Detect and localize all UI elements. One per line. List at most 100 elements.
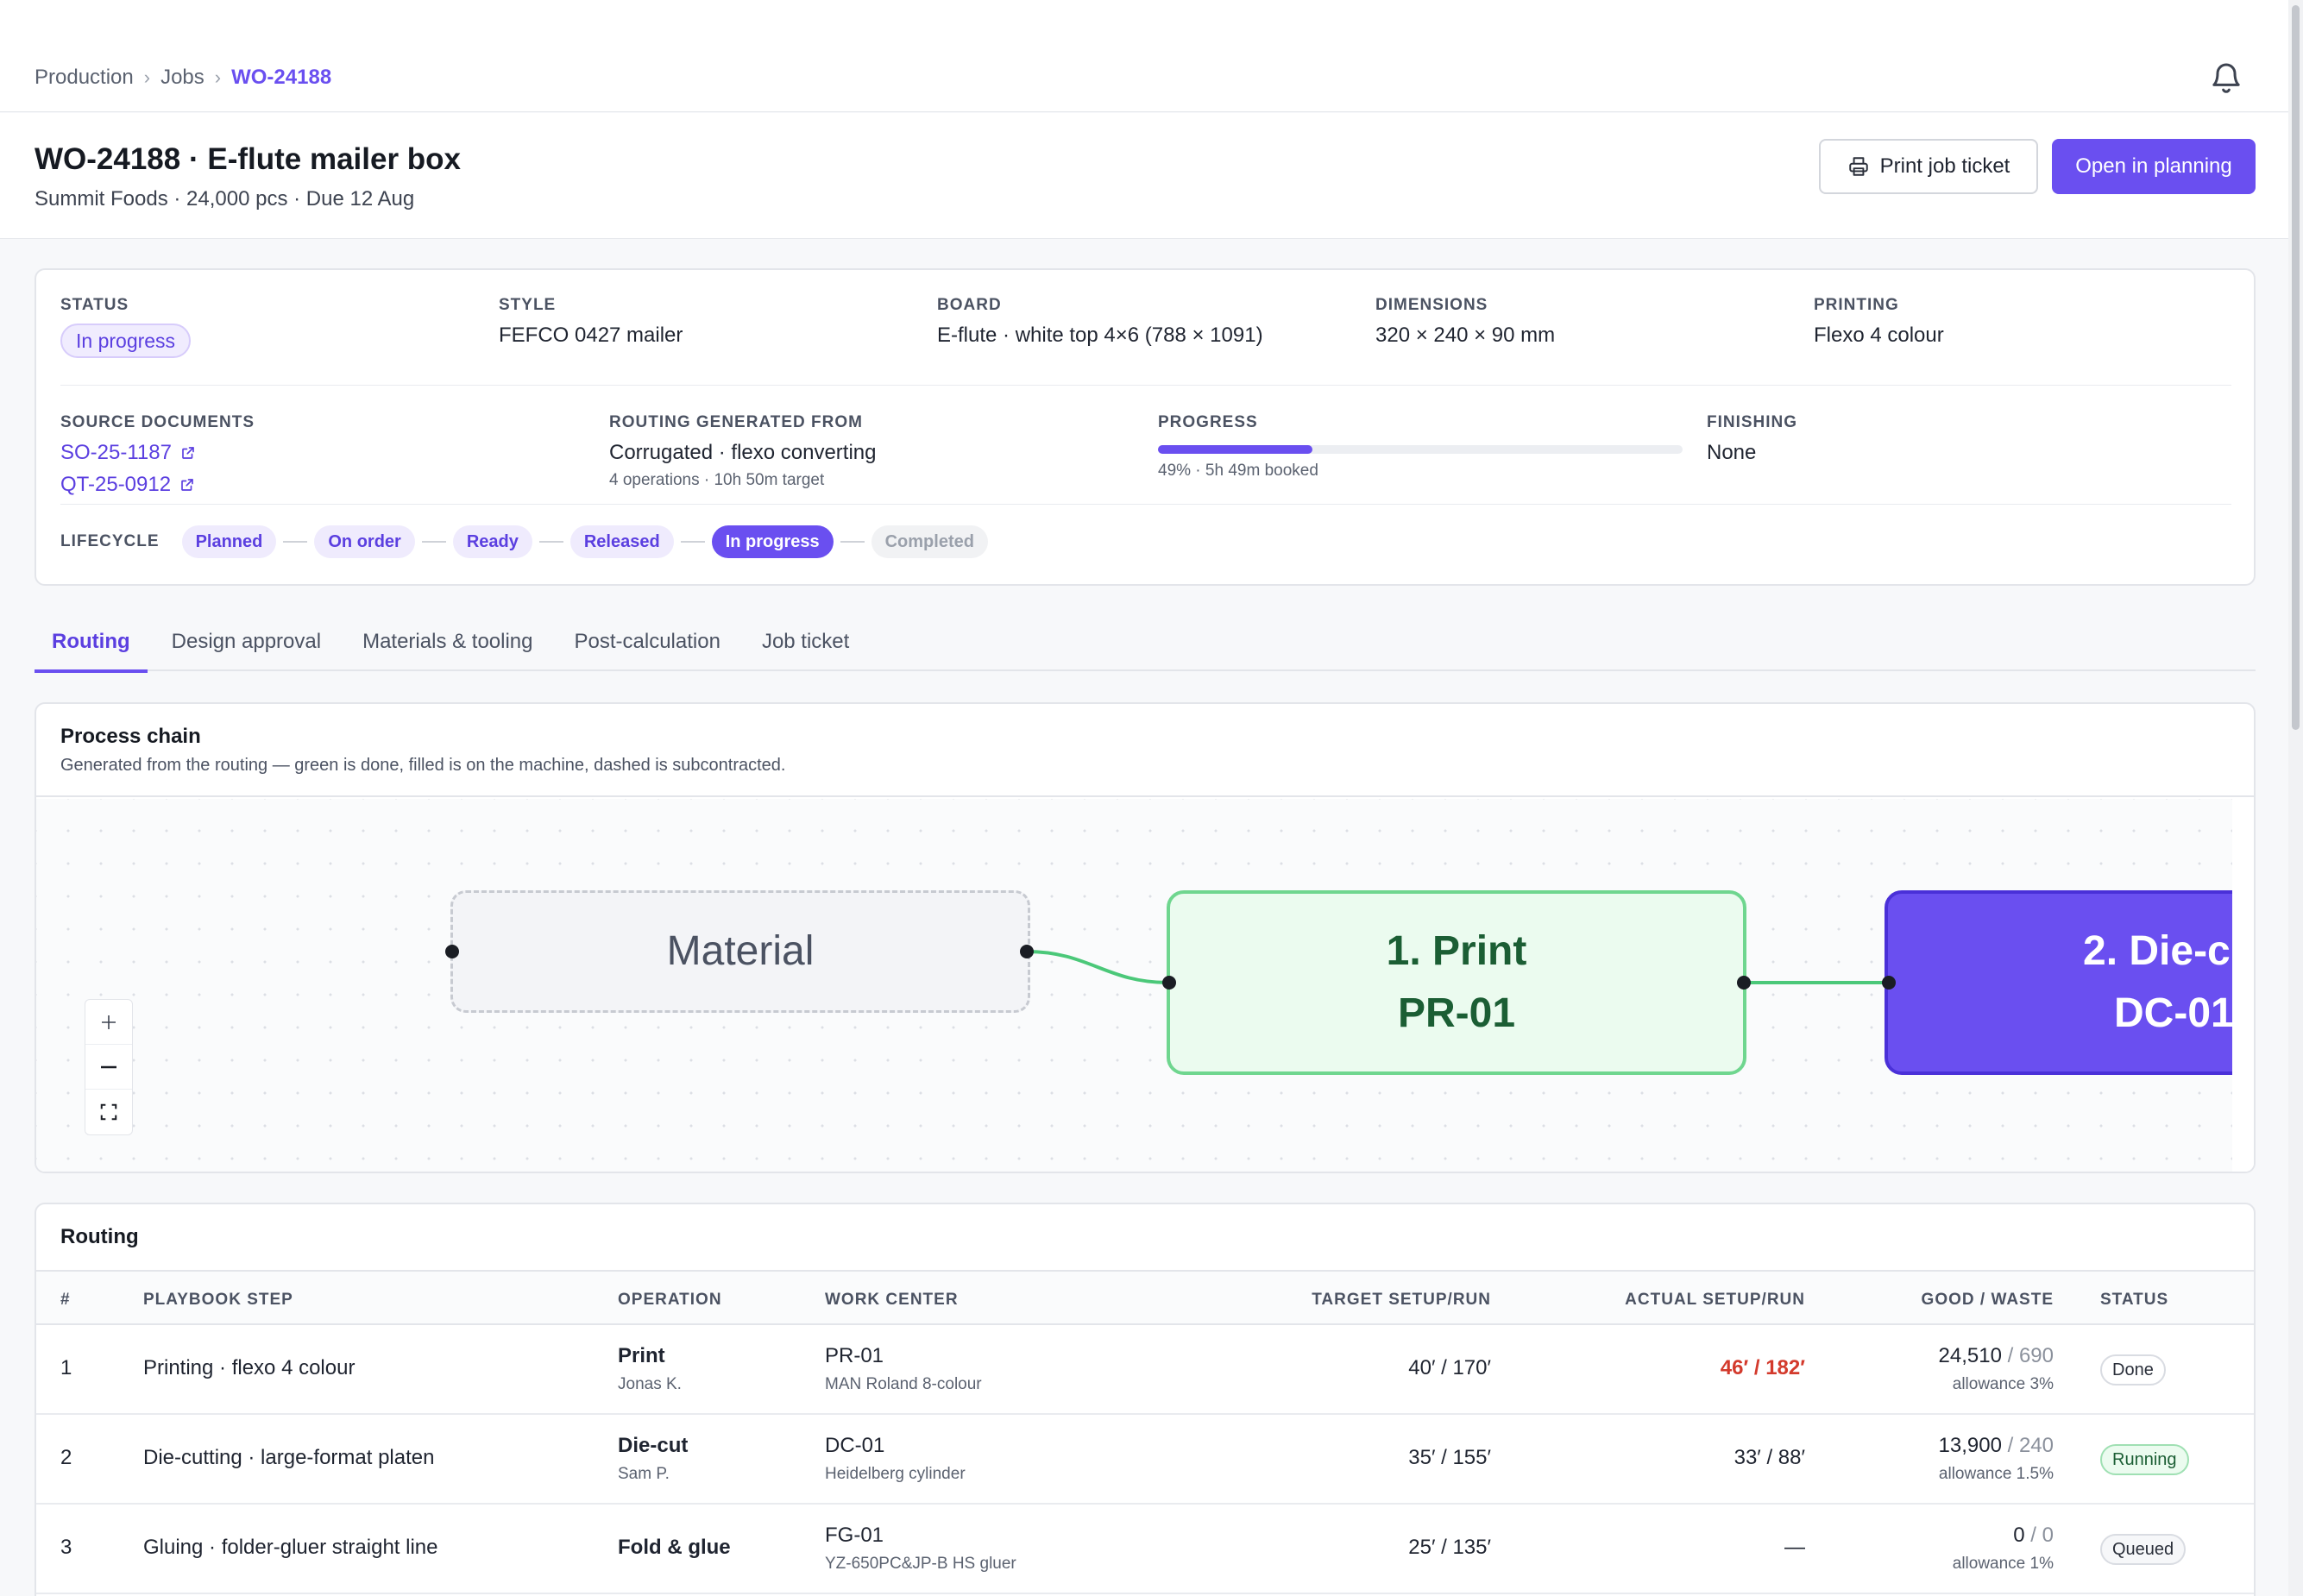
lifecycle-step-released: Released — [569, 525, 674, 558]
tab-design-approval[interactable]: Design approval — [171, 630, 322, 653]
process-chain-canvas[interactable]: Material 1. Print PR-01 2. Die-cut DC-01 — [36, 799, 2256, 1172]
table-row[interactable]: 2 Die-cutting · large-format platen Die-… — [36, 1415, 2254, 1505]
edge-material-print — [1026, 950, 1169, 984]
col-actual: ACTUAL SETUP/RUN — [1625, 1291, 1805, 1309]
row-good-waste: 13,900 / 240 — [1938, 1434, 2054, 1457]
col-good-waste: GOOD / WASTE — [1921, 1291, 2054, 1309]
node-print-wc: PR-01 — [1397, 990, 1516, 1036]
status-label: STATUS — [60, 296, 129, 314]
printer-icon — [1848, 157, 1868, 176]
process-chain-edges — [1026, 950, 1888, 984]
row-step: Printing · flexo 4 colour — [143, 1356, 356, 1379]
node-print-label: 1. Print — [1386, 928, 1527, 974]
source-doc-link-qt[interactable]: QT-25-0912 — [60, 473, 195, 497]
tab-materials-tooling[interactable]: Materials & tooling — [362, 630, 533, 653]
breadcrumb-production[interactable]: Production — [35, 66, 134, 89]
status-badge: In progress — [60, 324, 192, 358]
row-actual: — — [1784, 1536, 1805, 1559]
table-row[interactable]: 3 Gluing · folder-gluer straight line Fo… — [36, 1505, 2254, 1594]
row-actual: 46′ / 182′ — [1720, 1356, 1805, 1379]
open-in-planning-button[interactable]: Open in planning — [2052, 139, 2256, 194]
breadcrumb: Production › Jobs › WO-24188 — [35, 66, 331, 90]
style-value: FEFCO 0427 mailer — [499, 324, 683, 347]
lifecycle-stepper: LIFECYCLE Planned On order Ready Release… — [60, 525, 988, 558]
node-material-label: Material — [666, 928, 815, 974]
print-job-ticket-button[interactable]: Print job ticket — [1819, 139, 2038, 194]
breadcrumb-jobs[interactable]: Jobs — [160, 66, 205, 89]
source-doc-qt-text: QT-25-0912 — [60, 473, 172, 496]
summary-divider — [60, 385, 2231, 386]
board-value: E-flute · white top 4×6 (788 × 1091) — [937, 324, 1263, 347]
bell-icon[interactable] — [2209, 59, 2243, 97]
routing-table-header: # PLAYBOOK STEP OPERATION WORK CENTER TA… — [36, 1270, 2254, 1325]
finishing-value: None — [1707, 441, 1757, 464]
col-operation: OPERATION — [618, 1291, 722, 1309]
node-print[interactable]: 1. Print PR-01 — [1167, 890, 1746, 1075]
row-allowance: allowance 3% — [1952, 1375, 2054, 1393]
status-badge: Queued — [2100, 1534, 2187, 1565]
row-waste: 690 — [2018, 1344, 2054, 1367]
routing-card: Routing # PLAYBOOK STEP OPERATION WORK C… — [35, 1203, 2256, 1596]
external-link-icon — [181, 479, 193, 491]
tab-job-ticket[interactable]: Job ticket — [761, 630, 850, 653]
tab-routing[interactable]: Routing — [35, 619, 148, 673]
source-documents-label: SOURCE DOCUMENTS — [60, 413, 255, 431]
lifecycle-connector — [680, 541, 705, 543]
printing-label: PRINTING — [1814, 296, 1899, 314]
col-work-center: WORK CENTER — [825, 1291, 959, 1309]
lifecycle-step-on-order: On order — [314, 525, 415, 558]
row-target: 25′ / 135′ — [1408, 1536, 1491, 1559]
lifecycle-step-in-progress: In progress — [711, 525, 834, 558]
handle-print-out — [1737, 976, 1751, 990]
handle-diecut-in — [1882, 976, 1896, 990]
row-good-waste: 24,510 / 690 — [1938, 1344, 2054, 1367]
zoom-out-button[interactable] — [85, 1045, 132, 1090]
row-operation: Die-cut — [618, 1434, 689, 1457]
row-actual: 33′ / 88′ — [1734, 1446, 1805, 1469]
lifecycle-connector — [840, 541, 865, 543]
fit-view-button[interactable] — [85, 1090, 132, 1134]
lifecycle-step-planned: Planned — [181, 525, 277, 558]
node-die-cut-label: 2. Die-cut — [2083, 928, 2256, 974]
breadcrumb-separator: › — [143, 66, 151, 88]
fullscreen-icon — [100, 1103, 117, 1121]
row-work-center-sub: YZ-650PC&JP-B HS gluer — [825, 1555, 1016, 1573]
page-scrollbar-thumb[interactable] — [2292, 5, 2300, 730]
page-subtitle: Summit Foods · 24,000 pcs · Due 12 Aug — [35, 187, 415, 210]
lifecycle-connector — [421, 541, 446, 543]
node-die-cut[interactable]: 2. Die-cut DC-01 — [1885, 890, 2256, 1075]
col-target: TARGET SETUP/RUN — [1312, 1291, 1491, 1309]
summary-divider — [60, 504, 2231, 505]
zoom-in-button[interactable] — [85, 1000, 132, 1045]
tab-bar: Routing Design approval Materials & tool… — [35, 619, 2256, 673]
page-header: WO-24188 · E-flute mailer box Summit Foo… — [0, 113, 2288, 239]
row-allowance: allowance 1.5% — [1938, 1465, 2054, 1483]
routing-title: Routing — [60, 1225, 139, 1248]
col-status: STATUS — [2100, 1291, 2169, 1309]
table-row[interactable]: 1 Printing · flexo 4 colour Print Jonas … — [36, 1325, 2254, 1415]
row-waste: 0 — [2042, 1524, 2054, 1547]
external-link-icon — [182, 447, 194, 459]
row-operator: Sam P. — [618, 1465, 670, 1483]
handle-material-out — [1020, 945, 1034, 958]
progress-bar-fill — [1158, 445, 1312, 454]
dimensions-label: DIMENSIONS — [1375, 296, 1488, 314]
row-operation: Print — [618, 1344, 665, 1367]
status-badge: Running — [2100, 1444, 2189, 1475]
printing-value: Flexo 4 colour — [1814, 324, 1944, 347]
row-work-center: PR-01 — [825, 1344, 884, 1367]
breadcrumb-separator: › — [214, 66, 222, 88]
row-number: 1 — [60, 1356, 72, 1379]
node-material[interactable]: Material — [450, 890, 1030, 1013]
source-doc-so-text: SO-25-1187 — [60, 441, 172, 464]
row-good: 24,510 — [1938, 1344, 2002, 1367]
col-playbook-step: PLAYBOOK STEP — [143, 1291, 293, 1309]
plus-icon — [102, 1015, 116, 1029]
finishing-label: FINISHING — [1707, 413, 1798, 431]
source-doc-link-so[interactable]: SO-25-1187 — [60, 441, 196, 465]
routing-from-value: Corrugated · flexo converting — [609, 441, 877, 464]
row-work-center: FG-01 — [825, 1524, 884, 1547]
tab-post-calculation[interactable]: Post-calculation — [574, 630, 720, 653]
routing-from-sub: 4 operations · 10h 50m target — [609, 471, 825, 489]
zoom-controls — [85, 999, 133, 1135]
